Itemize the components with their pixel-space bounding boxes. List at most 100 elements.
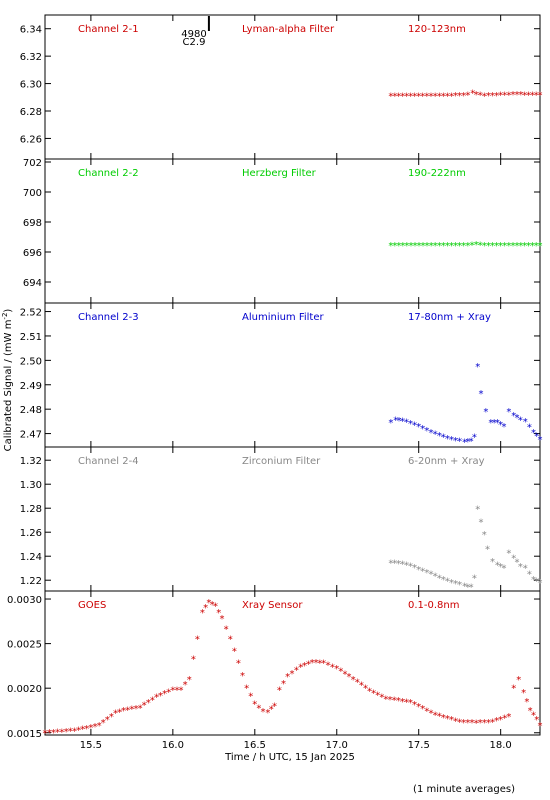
panel-name: Channel 2-4: [78, 456, 139, 467]
data-point: *: [383, 694, 388, 705]
data-point: *: [404, 560, 409, 571]
data-point: *: [424, 426, 429, 437]
data-point: *: [408, 91, 413, 102]
data-point: *: [470, 89, 475, 100]
data-point: *: [474, 240, 479, 251]
data-point: *: [510, 241, 515, 252]
data-point: *: [453, 436, 458, 447]
data-point: *: [526, 241, 531, 252]
data-point: *: [347, 672, 352, 683]
data-point: *: [515, 558, 520, 569]
data-point: *: [162, 689, 167, 700]
data-point: *: [501, 564, 506, 575]
data-point: *: [437, 91, 442, 102]
panel-band: 6-20nm + Xray: [408, 456, 485, 467]
data-point: *: [420, 424, 425, 435]
data-point: *: [490, 718, 495, 729]
data-point: *: [80, 725, 85, 736]
data-point: *: [538, 435, 543, 446]
series-2: * * * * * * * * * * * * * * * * * * * * * * * * * * * * * * * *******: [388, 240, 542, 252]
data-point: *: [472, 573, 477, 584]
data-point: *: [469, 240, 474, 251]
series-4: **** * * * * * * * * * * * * * * ********* **** *** *****: [388, 504, 542, 593]
data-point: *: [482, 530, 487, 541]
data-point: *: [396, 559, 401, 570]
data-point: *: [538, 721, 543, 732]
flare-marker-id: 4980: [181, 29, 206, 40]
data-point: *: [400, 416, 405, 427]
data-point: *: [408, 241, 413, 252]
data-point: *: [465, 241, 470, 252]
data-point: *: [528, 706, 533, 717]
data-point: *: [538, 241, 543, 252]
data-point: *: [400, 560, 405, 571]
data-point: *: [445, 434, 450, 445]
panel-2: 694 696 698 700 702 Channel 2-2 Herzberg Filte…: [23, 158, 543, 304]
y-tick-label: 6.34: [20, 25, 42, 36]
data-point: *: [412, 421, 417, 432]
panel-band: 190-222nm: [408, 168, 466, 179]
data-point: *: [342, 669, 347, 680]
data-point: *: [285, 672, 290, 683]
data-point: *: [498, 715, 503, 726]
data-point: *: [494, 91, 499, 102]
data-point: *: [449, 435, 454, 446]
data-point: *: [420, 566, 425, 577]
data-point: *: [388, 558, 393, 569]
data-point: *: [461, 718, 466, 729]
data-point: *: [236, 659, 241, 670]
y-tick-label: 0.0015: [7, 729, 42, 740]
data-point: *: [421, 241, 426, 252]
data-point: *: [522, 90, 527, 101]
data-point: *: [302, 661, 307, 672]
data-point: *: [109, 712, 114, 723]
data-point: *: [457, 436, 462, 447]
data-point: *: [534, 432, 539, 443]
y-tick-label: 700: [23, 188, 42, 199]
data-point: *: [203, 603, 208, 614]
x-axis-label: Time / h UTC, 15 Jan 2025: [224, 752, 355, 763]
y-tick-label: 1.32: [20, 456, 42, 467]
data-point: *: [538, 578, 543, 589]
y-tick-label: 1.30: [20, 480, 42, 491]
data-point: *: [510, 90, 515, 101]
data-point: *: [453, 716, 458, 727]
data-point: *: [433, 572, 438, 583]
data-point: *: [437, 573, 442, 584]
y-tick-label: 0.0030: [7, 595, 42, 606]
footnote: (1 minute averages): [413, 784, 515, 795]
data-point: *: [506, 549, 511, 560]
data-point: *: [482, 91, 487, 102]
data-point: *: [429, 428, 434, 439]
data-point: *: [317, 658, 322, 669]
data-point: *: [482, 718, 487, 729]
data-point: *: [294, 666, 299, 677]
data-point: *: [478, 389, 483, 400]
data-point: *: [416, 565, 421, 576]
data-point: *: [494, 716, 499, 727]
data-point: *: [256, 703, 261, 714]
data-point: *: [388, 418, 393, 429]
data-point: *: [213, 602, 218, 613]
series-5: * * * * * * * * * * * * * * * * * * * * * * * * * * * * * * * * * * * *****…: [43, 598, 543, 739]
data-point: *: [125, 705, 130, 716]
data-point: *: [531, 575, 536, 586]
data-point: *: [469, 436, 474, 447]
data-point: *: [396, 91, 401, 102]
y-tick-label: 2.51: [20, 332, 42, 343]
data-point: *: [502, 241, 507, 252]
data-point: *: [474, 90, 479, 101]
data-point: *: [429, 708, 434, 719]
y-tick-label: 694: [23, 278, 42, 289]
data-point: *: [478, 718, 483, 729]
data-point: *: [429, 241, 434, 252]
data-point: *: [453, 241, 458, 252]
data-point: *: [506, 241, 511, 252]
y-tick-label: 698: [23, 218, 42, 229]
data-point: *: [441, 241, 446, 252]
y-tick-label: 2.52: [20, 308, 42, 319]
data-point: *: [388, 241, 393, 252]
data-point: *: [511, 554, 516, 565]
data-point: *: [502, 91, 507, 102]
y-tick-label: 6.28: [20, 107, 42, 118]
